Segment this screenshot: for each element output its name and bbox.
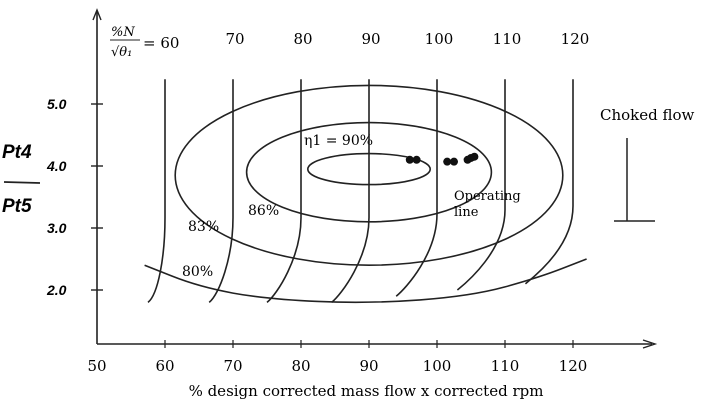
y-axis-title-denominator: Pt5 xyxy=(2,196,32,217)
x-tick-label: 60 xyxy=(155,357,174,375)
y-axis-title-numerator: Pt4 xyxy=(2,142,32,163)
choked-flow-bracket xyxy=(614,138,655,222)
speed-label-denominator: √θ₁ xyxy=(111,45,132,60)
y-axis-arrow xyxy=(92,8,102,21)
y-tick-label: 3.0 xyxy=(47,220,67,236)
speed-line-label: 120 xyxy=(561,30,590,48)
speed-line xyxy=(208,79,234,304)
efficiency-contour-label: 83% xyxy=(188,219,219,235)
speed-line-label: 90 xyxy=(361,30,380,48)
x-tick-label: 90 xyxy=(359,357,378,375)
x-tick-label: 80 xyxy=(291,357,310,375)
operating-line-label-1: Operating xyxy=(454,189,521,204)
efficiency-contour-label: η1 = 90% xyxy=(304,133,373,149)
operating-point xyxy=(443,157,452,166)
efficiency-contours: η1 = 90% 86% 83% 80% xyxy=(144,84,587,304)
operating-line-label-2: line xyxy=(454,205,479,220)
y-tick-label: 2.0 xyxy=(46,282,67,298)
efficiency-contour-label: 80% xyxy=(182,264,213,280)
y-axis-title-bar xyxy=(3,181,41,184)
x-axis-arrow xyxy=(642,339,658,349)
speed-line xyxy=(524,79,574,285)
operating-point xyxy=(405,155,414,164)
x-tick-label: 70 xyxy=(223,357,242,375)
speed-line-label: 100 xyxy=(425,30,454,48)
speed-line-label: 110 xyxy=(493,30,522,48)
x-tick-label: 100 xyxy=(423,357,452,375)
speed-line xyxy=(266,79,302,304)
axis-ticks: 50 60 70 80 90 100 110 120 2.0 3.0 4.0 5.0 xyxy=(46,96,587,375)
y-tick-label: 4.0 xyxy=(46,158,67,174)
speed-label-numerator: %N xyxy=(111,25,135,40)
efficiency-contour-label: 86% xyxy=(248,203,279,219)
operating-point xyxy=(412,155,421,164)
x-tick-label: 110 xyxy=(491,357,520,375)
x-axis-title: % design corrected mass flow x corrected… xyxy=(189,382,544,400)
y-tick-label: 5.0 xyxy=(47,96,67,112)
speed-line xyxy=(395,79,438,297)
x-tick-label: 50 xyxy=(87,357,106,375)
operating-point xyxy=(450,157,458,166)
x-tick-label: 120 xyxy=(559,357,588,375)
speed-line xyxy=(147,79,166,304)
speed-line xyxy=(331,79,370,304)
speed-line-label: 70 xyxy=(225,30,244,48)
efficiency-contour xyxy=(144,258,587,304)
speed-lines: 70 80 90 100 110 120 xyxy=(147,30,590,304)
operating-point xyxy=(470,152,479,161)
speed-line xyxy=(456,79,506,291)
choked-flow-label: Choked flow xyxy=(600,106,695,124)
speed-line-label: 80 xyxy=(293,30,312,48)
operating-points xyxy=(405,152,479,166)
speed-label-equals: = 60 xyxy=(143,34,179,52)
